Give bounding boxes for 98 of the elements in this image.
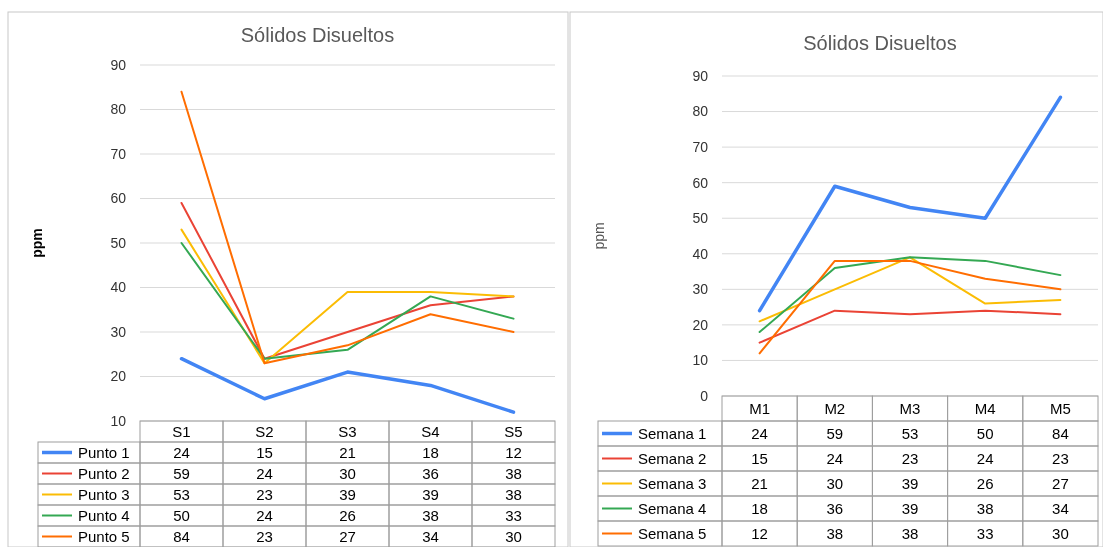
legend-label: Semana 4 <box>638 499 707 517</box>
y-tick-label: 40 <box>692 245 709 262</box>
y-tick-label: 10 <box>692 352 709 369</box>
legend-label: Semana 2 <box>638 449 707 467</box>
data-label: 21 <box>751 474 768 492</box>
x-tick-label: S1 <box>172 422 191 440</box>
data-label: 34 <box>422 527 439 545</box>
data-label: 38 <box>422 506 439 524</box>
legend-label: Punto 1 <box>78 443 130 461</box>
y-tick-label: 50 <box>110 234 127 251</box>
data-label: 15 <box>256 443 273 461</box>
x-tick-label: S2 <box>255 422 274 440</box>
data-label: 84 <box>173 527 190 545</box>
y-tick-label: 0 <box>700 387 709 404</box>
data-label: 33 <box>976 524 994 542</box>
line-series <box>180 90 515 365</box>
x-tick-label: S5 <box>504 422 523 440</box>
data-label: 39 <box>901 499 919 517</box>
y-tick-label: 90 <box>110 56 127 73</box>
y-tick-label: 90 <box>692 67 709 84</box>
data-label: 15 <box>751 449 768 467</box>
data-label: 18 <box>422 443 439 461</box>
x-tick-label: M4 <box>974 399 996 417</box>
chart-title: Sólidos Disueltos <box>240 24 395 46</box>
x-tick-label: S3 <box>338 422 357 440</box>
data-label: 38 <box>901 524 919 542</box>
x-tick-label: M5 <box>1049 399 1071 417</box>
data-label: 59 <box>173 464 190 482</box>
data-label: 24 <box>256 506 273 524</box>
data-label: 26 <box>339 506 356 524</box>
data-label: 50 <box>173 506 190 524</box>
data-label: 21 <box>339 443 356 461</box>
data-label: 24 <box>173 443 190 461</box>
data-label: 30 <box>505 527 522 545</box>
y-axis-title: ppm <box>591 222 607 250</box>
data-label: 23 <box>1052 449 1069 467</box>
data-label: 23 <box>256 485 273 503</box>
data-label: 24 <box>976 449 994 467</box>
data-label: 24 <box>751 424 768 442</box>
y-axis-title: ppm <box>29 228 45 258</box>
data-label: 36 <box>826 499 844 517</box>
y-tick-label: 30 <box>692 281 709 298</box>
data-label: 26 <box>976 474 994 492</box>
data-label: 12 <box>505 443 522 461</box>
data-label: 30 <box>339 464 356 482</box>
y-tick-label: 80 <box>692 103 709 120</box>
data-label: 38 <box>505 485 522 503</box>
data-label: 39 <box>901 474 919 492</box>
line-series <box>758 259 1062 355</box>
x-tick-label: S4 <box>421 422 440 440</box>
data-label: 23 <box>901 449 919 467</box>
legend-label: Punto 3 <box>78 485 130 503</box>
data-label: 36 <box>422 464 439 482</box>
y-tick-label: 60 <box>110 190 127 207</box>
y-tick-label: 60 <box>692 174 709 191</box>
data-label: 30 <box>826 474 844 492</box>
legend-label: Semana 1 <box>638 424 707 442</box>
data-label: 53 <box>173 485 190 503</box>
y-tick-label: 40 <box>110 279 127 296</box>
chart-title: Sólidos Disueltos <box>803 32 957 54</box>
data-label: 39 <box>422 485 439 503</box>
y-tick-label: 10 <box>110 412 127 429</box>
line-series <box>757 95 1063 313</box>
x-tick-label: M3 <box>899 399 921 417</box>
y-tick-label: 70 <box>692 139 709 156</box>
data-label: 38 <box>976 499 994 517</box>
data-label: 53 <box>901 424 919 442</box>
legend-label: Punto 2 <box>78 464 130 482</box>
data-label: 27 <box>339 527 356 545</box>
x-tick-label: M1 <box>749 399 771 417</box>
y-tick-label: 20 <box>692 316 709 333</box>
data-label: 34 <box>1052 499 1069 517</box>
y-tick-label: 70 <box>110 145 127 162</box>
y-tick-label: 80 <box>110 101 127 118</box>
data-label: 30 <box>1052 524 1069 542</box>
legend-label: Punto 4 <box>78 506 130 524</box>
data-label: 24 <box>256 464 273 482</box>
data-label: 33 <box>505 506 522 524</box>
x-tick-label: M2 <box>824 399 846 417</box>
line-series <box>180 201 515 360</box>
legend-label: Semana 5 <box>638 524 707 542</box>
y-tick-label: 50 <box>692 210 709 227</box>
data-label: 24 <box>826 449 844 467</box>
data-label: 50 <box>976 424 994 442</box>
data-label: 18 <box>751 499 768 517</box>
data-label: 38 <box>826 524 844 542</box>
legend-label: Punto 5 <box>78 527 130 545</box>
data-label: 39 <box>339 485 356 503</box>
line-series <box>179 356 516 414</box>
y-tick-label: 30 <box>110 323 127 340</box>
data-label: 59 <box>826 424 844 442</box>
data-label: 12 <box>751 524 768 542</box>
data-label: 38 <box>505 464 522 482</box>
data-label: 23 <box>256 527 273 545</box>
data-label: 27 <box>1052 474 1069 492</box>
legend-label: Semana 3 <box>638 474 707 492</box>
y-tick-label: 20 <box>110 368 127 385</box>
data-label: 84 <box>1052 424 1069 442</box>
